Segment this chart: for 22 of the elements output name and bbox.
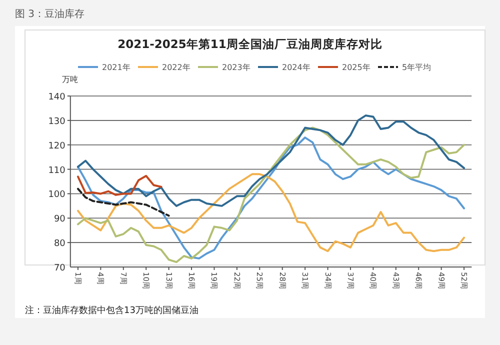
legend-label: 5年平均 [402,63,432,72]
legend-label: 2023年 [222,63,250,72]
y-tick-label: 80 [54,239,66,250]
caption: 图 3：豆油库存 [15,8,85,20]
line-series [76,188,170,217]
line-series [76,114,466,207]
y-tick-label: 110 [48,166,66,176]
line-series [76,173,466,252]
chart-title: 2021-2025年第11周全国油厂豆油周度库存对比 [118,37,382,51]
y-tick-label: 70 [54,264,66,274]
y-tick-label: 90 [54,214,66,225]
y-tick-label: 130 [48,116,66,127]
legend-label: 2024年 [282,63,310,72]
y-tick-label: 140 [48,92,66,102]
legend-label: 2025年 [342,63,370,72]
y-axis-title: 万吨 [62,75,78,84]
legend-label: 2022年 [162,63,190,72]
y-tick-label: 120 [48,141,66,152]
y-tick-label: 100 [48,190,66,200]
legend-label: 2021年 [102,63,130,72]
line-series [76,174,162,196]
text: 注：豆油库存数据中包含13万吨的国储豆油 [25,305,198,316]
